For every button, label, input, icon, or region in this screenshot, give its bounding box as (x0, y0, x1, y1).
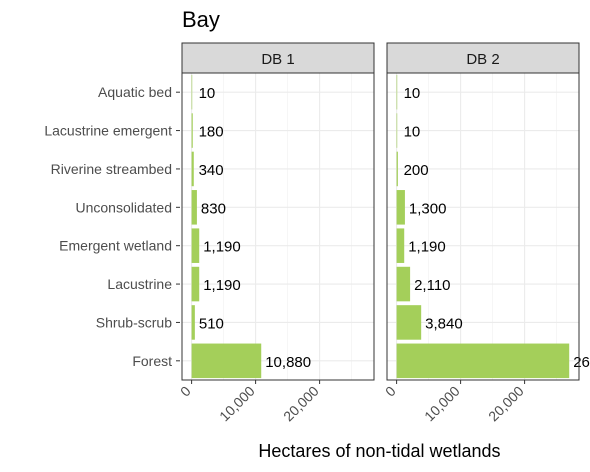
value-label: 180 (199, 124, 224, 141)
value-label: 10 (404, 85, 421, 102)
bar (396, 343, 570, 379)
value-label: 3,840 (425, 315, 463, 332)
category-label: Forest (132, 353, 172, 369)
bar (191, 113, 193, 148)
x-tick-label: 20,000 (485, 383, 527, 425)
facet-strip-label: DB 2 (466, 51, 499, 68)
category-label: Emergent wetland (59, 238, 172, 254)
value-label: 200 (404, 162, 429, 179)
x-tick-label: 20,000 (280, 383, 322, 425)
bar (396, 74, 398, 110)
bar (396, 113, 398, 148)
bar (191, 305, 195, 340)
bar (396, 228, 405, 263)
value-label: 10 (404, 124, 421, 141)
category-label: Shrub-scrub (96, 314, 172, 330)
value-label: 10,880 (265, 354, 311, 371)
category-label: Aquatic bed (98, 84, 172, 100)
value-label: 830 (201, 200, 226, 217)
panel-background (182, 73, 374, 380)
bar (191, 228, 200, 263)
value-label: 1,190 (203, 277, 241, 294)
bar (191, 190, 197, 225)
x-tick-label: 10,000 (421, 383, 463, 425)
value-label: 26,970 (573, 354, 590, 371)
bar (396, 305, 422, 340)
bar (191, 266, 200, 302)
value-label: 1,300 (409, 200, 447, 217)
bar (396, 151, 398, 187)
value-label: 1,190 (408, 239, 446, 256)
bar (191, 343, 262, 379)
facet-strip-label: DB 1 (261, 51, 294, 68)
x-tick-label: 0 (177, 383, 194, 400)
x-tick-label: 10,000 (216, 383, 258, 425)
value-label: 10 (199, 85, 216, 102)
chart-title: Bay (182, 7, 220, 32)
category-label: Riverine streambed (51, 161, 172, 177)
category-label: Lacustrine emergent (44, 123, 172, 139)
category-label: Lacustrine (107, 276, 172, 292)
value-label: 1,190 (203, 239, 241, 256)
value-label: 340 (199, 162, 224, 179)
bar (191, 151, 194, 187)
panel-border (386, 72, 580, 381)
bar (396, 190, 405, 225)
x-tick-label: 0 (382, 383, 399, 400)
x-axis-label: Hectares of non-tidal wetlands (258, 441, 501, 461)
facet-strip (181, 42, 375, 74)
value-label: 2,110 (414, 277, 450, 294)
bar (191, 74, 193, 110)
value-label: 510 (199, 315, 224, 332)
panel-border (181, 72, 375, 381)
bar (396, 266, 411, 302)
category-label: Unconsolidated (75, 199, 172, 215)
